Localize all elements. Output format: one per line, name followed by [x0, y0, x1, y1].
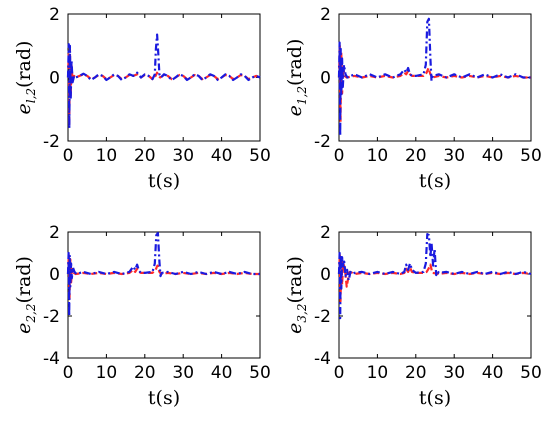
series-line-blue-dashdot [337, 233, 532, 320]
y-tick-label: 0 [49, 265, 60, 285]
subplot-3: 0 10 20 30 40 50 -4 -2 0 2 t(s) e2,2(rad) [13, 223, 271, 409]
y-tick-label: -2 [43, 132, 60, 152]
x-tick-label: 40 [482, 146, 504, 166]
y-tick-label: 2 [49, 5, 60, 25]
x-tick-label: 30 [443, 363, 465, 383]
x-tick-label: 50 [520, 146, 542, 166]
x-tick-label: 0 [63, 146, 74, 166]
series-line-red-dashed [66, 254, 260, 301]
y-tick-label: -4 [43, 349, 60, 369]
y-label-subscript: 3,2 [295, 304, 309, 323]
y-tick-label: 2 [49, 223, 60, 243]
series-line-blue-dashdot [66, 33, 261, 130]
y-label-symbol: e [13, 103, 35, 114]
y-axis-label: e1,2(rad) [284, 39, 309, 117]
y-label-subscript: 2,2 [24, 304, 38, 324]
x-tick-label: 10 [367, 363, 389, 383]
x-tick-label: 0 [63, 363, 74, 383]
y-label-symbol: e [284, 105, 306, 116]
y-tick-label: 2 [320, 5, 331, 25]
y-label-symbol: e [284, 323, 306, 334]
x-axis-label: t(s) [419, 387, 451, 409]
y-label-subscript: l,2 [24, 88, 38, 103]
x-tick-label: 50 [520, 363, 542, 383]
y-tick-label: -4 [314, 349, 331, 369]
x-tick-label: 10 [96, 363, 118, 383]
x-tick-label: 0 [334, 363, 345, 383]
x-tick-label: 40 [482, 363, 504, 383]
y-label-unit: (rad) [284, 39, 306, 86]
y-tick-label: 0 [320, 69, 331, 89]
x-tick-label: 20 [405, 146, 427, 166]
series-line-red-dashed [337, 44, 531, 124]
y-label-subscript: 1,2 [295, 86, 309, 105]
x-tick-label: 20 [405, 363, 427, 383]
x-tick-label: 40 [211, 146, 233, 166]
subplot-4: 0 10 20 30 40 50 -4 -2 0 2 t(s) e3,2(rad) [284, 223, 542, 409]
y-label-unit: (rad) [13, 256, 35, 303]
y-tick-label: 0 [49, 69, 60, 89]
x-tick-label: 30 [172, 146, 194, 166]
x-tick-label: 20 [134, 146, 156, 166]
x-tick-label: 10 [96, 146, 118, 166]
y-label-unit: (rad) [13, 41, 35, 88]
x-tick-label: 20 [134, 363, 156, 383]
x-axis-label: t(s) [148, 170, 180, 192]
y-label-unit: (rad) [284, 256, 306, 303]
y-axis-label: e2,2(rad) [13, 256, 38, 334]
y-tick-label: 0 [320, 265, 331, 285]
x-axis-label: t(s) [148, 387, 180, 409]
x-tick-label: 10 [367, 146, 389, 166]
y-tick-label: -2 [314, 307, 331, 327]
x-tick-label: 40 [211, 363, 233, 383]
y-tick-label: -2 [43, 307, 60, 327]
y-label-symbol: e [13, 323, 35, 334]
x-tick-label: 50 [249, 363, 271, 383]
series-line-red-dashed [66, 47, 261, 127]
x-axis-label: t(s) [419, 170, 451, 192]
y-tick-label: -2 [314, 132, 331, 152]
y-axis-label: e3,2(rad) [284, 256, 309, 334]
x-tick-label: 0 [334, 146, 345, 166]
x-tick-label: 50 [249, 146, 271, 166]
x-tick-label: 30 [172, 363, 194, 383]
y-tick-label: 2 [320, 223, 331, 243]
x-tick-label: 30 [443, 146, 465, 166]
series-line-blue-dashdot [66, 232, 260, 318]
axes-frame [67, 231, 261, 359]
y-axis-label: el,2(rad) [13, 41, 38, 115]
